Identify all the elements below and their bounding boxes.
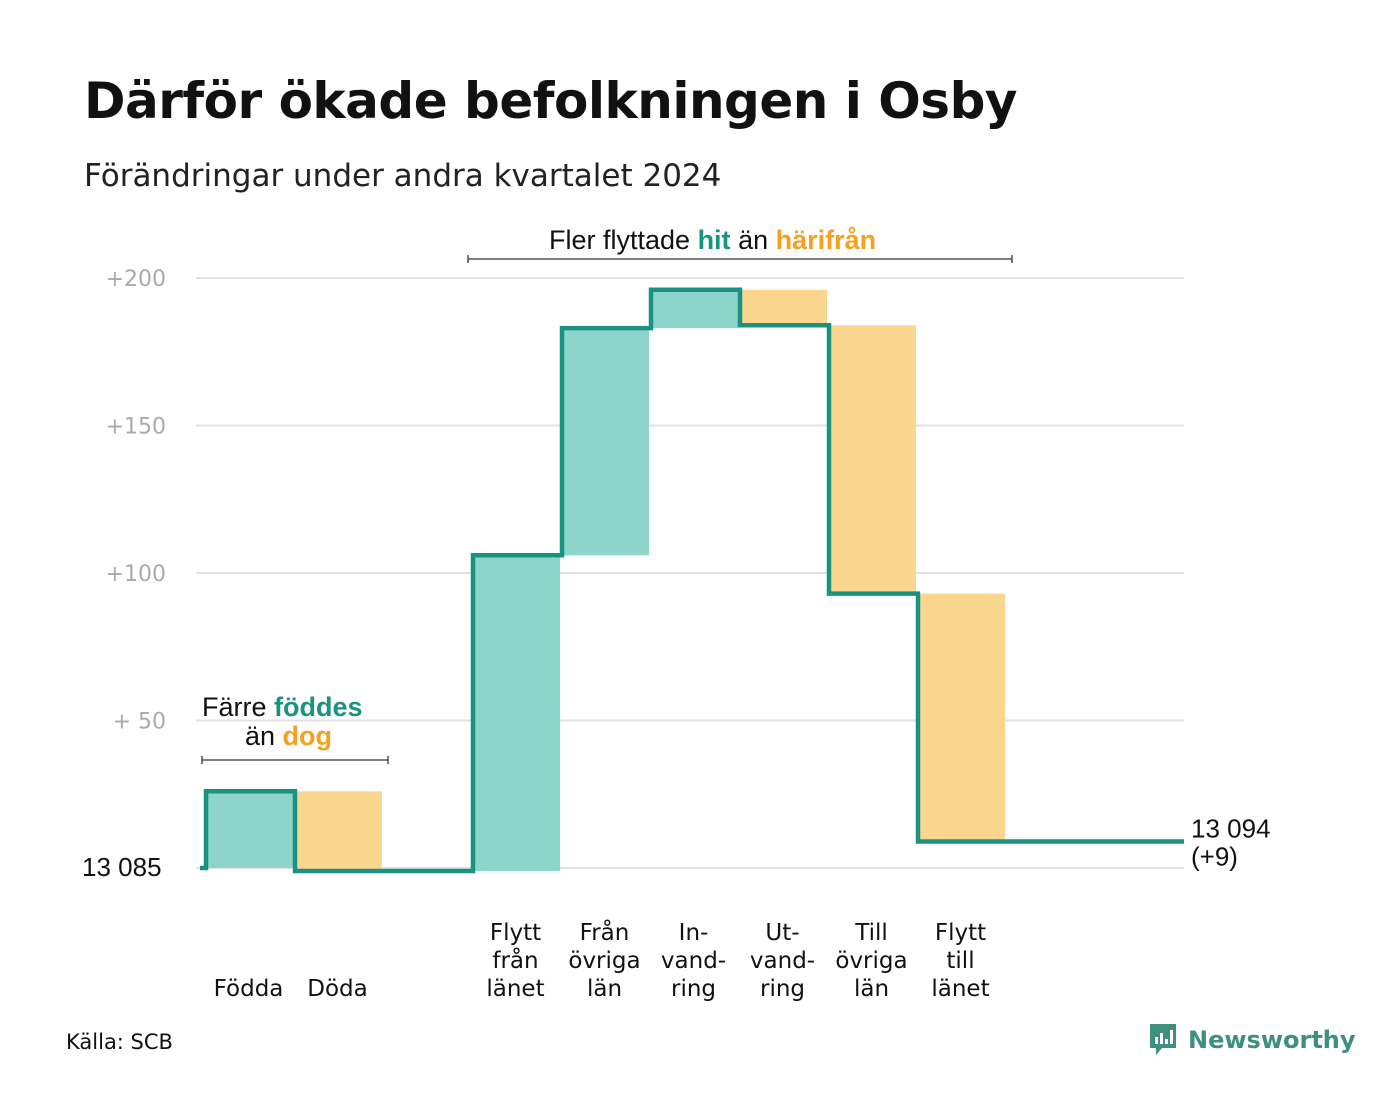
bar-flytt-till-lanet <box>918 593 1005 842</box>
chart-title: Därför ökade befolkningen i Osby <box>84 72 1017 130</box>
births-annotation-line1: Färre föddes <box>202 692 363 722</box>
category-label: länet <box>931 976 989 1002</box>
bars <box>206 289 1005 871</box>
end-value-label: 13 094 <box>1191 813 1271 843</box>
bar-till-ovriga-lan <box>829 325 916 594</box>
births-bracket <box>201 756 389 764</box>
category-label: till <box>946 948 974 974</box>
category-label: Flytt <box>935 920 986 946</box>
bar-döda <box>295 791 382 871</box>
y-tick-label: +150 <box>106 415 166 440</box>
source-note: Källa: SCB <box>66 1030 173 1054</box>
births-annotation-line2: än dog <box>245 721 332 751</box>
category-label: län <box>587 976 622 1002</box>
bar-fran-ovriga-lan <box>562 328 649 556</box>
start-value-label: 13 085 <box>82 852 162 882</box>
category-label: Födda <box>214 976 284 1002</box>
category-label: övriga <box>568 948 640 974</box>
category-label: Ut- <box>765 920 799 946</box>
bar-invandring <box>651 289 738 329</box>
y-tick-label: +100 <box>106 562 166 587</box>
category-label: Från <box>580 918 630 946</box>
cumulative-step-line <box>200 287 1184 874</box>
step-line <box>200 287 1184 874</box>
category-label: från <box>492 946 538 974</box>
gridlines <box>196 277 1184 869</box>
category-label: Döda <box>307 976 367 1002</box>
category-label: ring <box>760 976 805 1002</box>
category-label: In- <box>679 920 709 946</box>
newsworthy-logo-icon <box>1150 1024 1176 1055</box>
category-label: vand- <box>661 948 726 974</box>
brand-logo: Newsworthy <box>1148 1022 1356 1058</box>
moves-annotation: Fler flyttade hit än härifrån <box>549 225 876 255</box>
bar-utvandring <box>740 289 827 326</box>
brand-name: Newsworthy <box>1188 1026 1356 1054</box>
moves-bracket <box>467 255 1013 263</box>
category-label: vand- <box>750 948 815 974</box>
bar-flytt-fran-lanet <box>473 555 560 871</box>
category-label: länet <box>486 976 544 1002</box>
category-label: Flytt <box>490 920 541 946</box>
category-label: län <box>854 976 889 1002</box>
y-tick-label: +200 <box>106 267 166 292</box>
bar-födda <box>206 791 293 868</box>
end-change-label: (+9) <box>1191 841 1238 871</box>
category-label: ring <box>671 976 716 1002</box>
category-label: Till <box>854 920 888 946</box>
category-label: övriga <box>835 948 907 974</box>
y-tick-label: + 50 <box>113 710 166 735</box>
chart-subtitle: Förändringar under andra kvartalet 2024 <box>84 158 722 194</box>
